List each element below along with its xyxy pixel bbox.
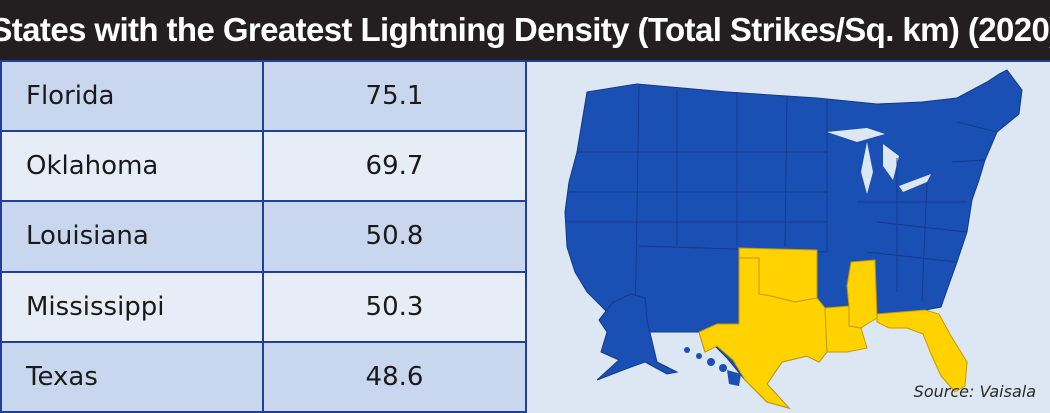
table-row: Texas 48.6 (0, 340, 527, 413)
lake-huron (883, 144, 899, 180)
lake-erie (899, 174, 931, 192)
state-florida (876, 309, 968, 393)
map-alaska (596, 293, 679, 381)
table-row: Louisiana 50.8 (0, 200, 527, 273)
state-mississippi (846, 259, 878, 329)
state-texas (698, 257, 828, 409)
source-note: Source: Vaisala (913, 382, 1036, 401)
chart-title: States with the Greatest Lightning Densi… (0, 11, 1050, 48)
density-value: 75.1 (262, 59, 527, 133)
table-row: Mississippi 50.3 (0, 270, 527, 343)
table-row: Florida 75.1 (0, 59, 527, 133)
highlighted-states (698, 247, 968, 409)
lake-superior (827, 128, 885, 142)
state-name: Oklahoma (0, 130, 264, 203)
state-name: Louisiana (0, 200, 264, 273)
us-map-panel: Source: Vaisala (527, 60, 1050, 413)
title-bar: States with the Greatest Lightning Densi… (0, 0, 1050, 60)
state-name: Texas (0, 340, 264, 413)
table-row: Oklahoma 69.7 (0, 130, 527, 203)
density-table: Florida 75.1 Oklahoma 69.7 Louisiana 50.… (0, 59, 527, 413)
lake-michigan (861, 142, 873, 194)
map-hawaii (684, 347, 741, 386)
density-value: 48.6 (262, 340, 527, 413)
density-value: 50.8 (262, 200, 527, 273)
us-map (564, 69, 1023, 409)
density-value: 69.7 (262, 130, 527, 203)
state-name: Mississippi (0, 270, 264, 343)
state-borders (567, 85, 998, 333)
state-name: Florida (0, 59, 264, 133)
density-value: 50.3 (262, 270, 527, 343)
